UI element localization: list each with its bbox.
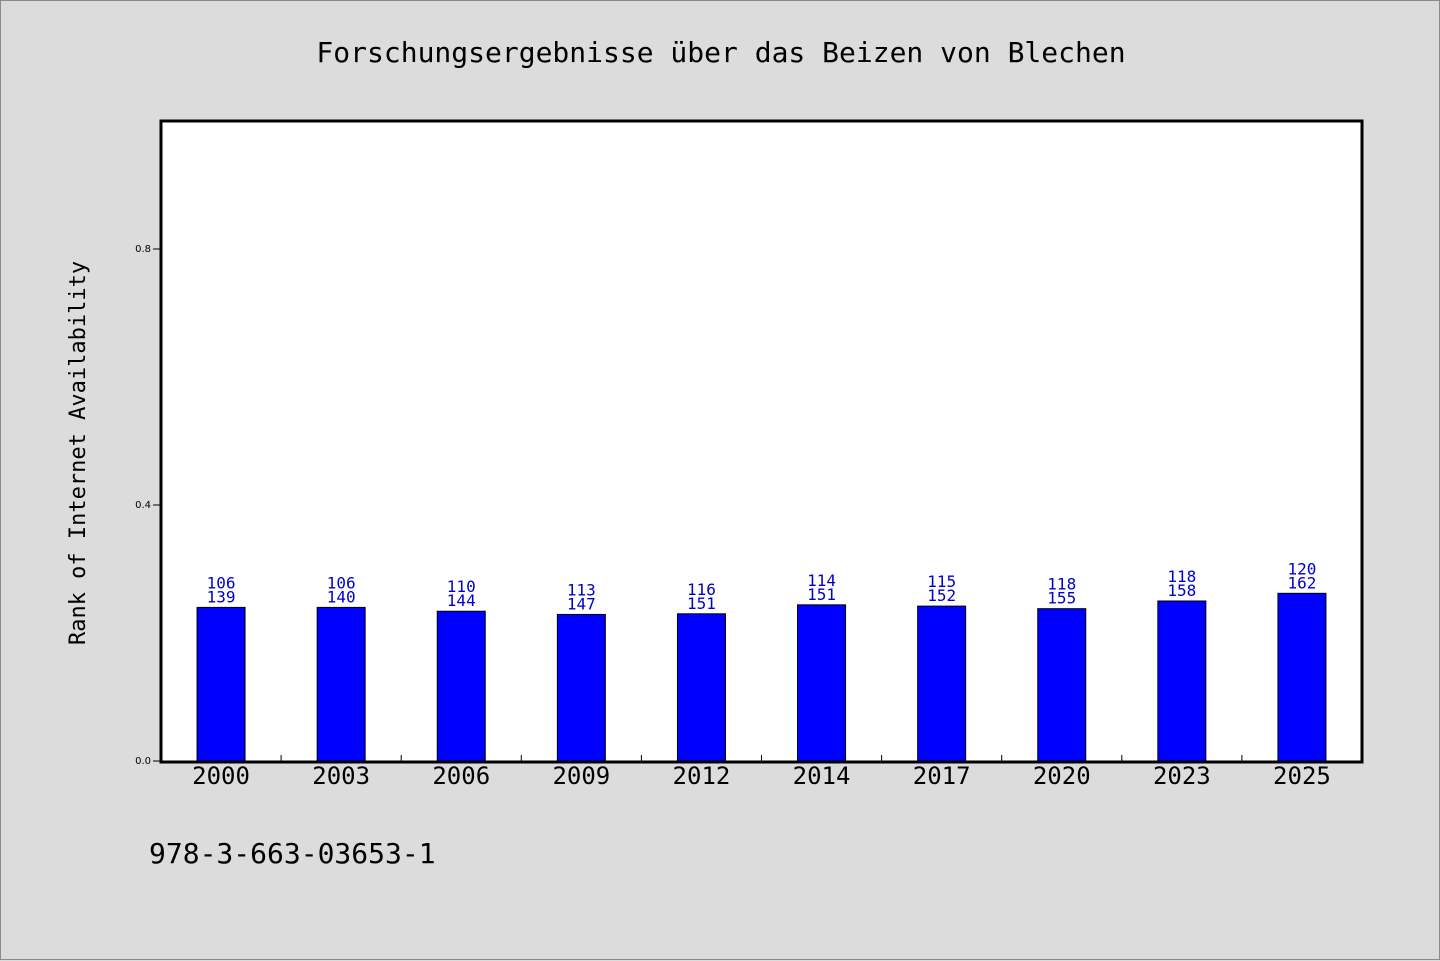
x-tick-label: 2000 (192, 762, 250, 790)
y-axis-label: Rank of Internet Availability (66, 261, 91, 645)
x-tick-label: 2020 (1033, 762, 1091, 790)
bars-group (196, 592, 1327, 762)
data-label-top: 106 (327, 573, 356, 592)
data-label-top: 118 (1167, 567, 1196, 586)
x-tick-label: 2006 (432, 762, 490, 790)
y-axis-ticks: 0.0 0.4 0.8 (135, 244, 161, 767)
x-axis-ticks: 2000 2003 2006 2009 2012 2014 2017 2020 2023 2025 (192, 755, 1331, 790)
data-label-bottom: 158 (1167, 581, 1196, 600)
x-tick-label: 2025 (1273, 762, 1331, 790)
bar-2003 (316, 606, 366, 762)
x-tick-label: 2009 (552, 762, 610, 790)
bar-2000 (196, 606, 246, 762)
x-tick-label: 2017 (913, 762, 971, 790)
bar-2023 (1157, 600, 1207, 762)
data-label-bottom: 152 (927, 586, 956, 605)
data-label-top: 114 (807, 571, 836, 590)
isbn-footnote: 978-3-663-03653-1 (149, 837, 436, 870)
data-label-top: 118 (1047, 575, 1076, 594)
bar-2006 (436, 610, 486, 762)
data-label-top: 113 (567, 580, 596, 599)
data-label-bottom: 144 (447, 591, 476, 610)
data-label-top: 115 (927, 572, 956, 591)
x-tick-label: 2023 (1153, 762, 1211, 790)
x-tick-label: 2014 (793, 762, 851, 790)
data-label-top: 106 (207, 573, 236, 592)
data-label-top: 116 (687, 580, 716, 599)
bar-2025 (1277, 592, 1327, 762)
data-label-bottom: 151 (687, 594, 716, 613)
data-label-top: 110 (447, 577, 476, 596)
data-label-bottom: 162 (1287, 573, 1316, 592)
y-tick-label: 0.8 (135, 244, 151, 255)
chart-title: Forschungsergebnisse über das Beizen von… (316, 36, 1125, 69)
x-tick-label: 2003 (312, 762, 370, 790)
data-label-top: 120 (1287, 559, 1316, 578)
bar-2020 (1037, 608, 1087, 762)
data-label-bottom: 140 (327, 587, 356, 606)
x-tick-label: 2012 (673, 762, 731, 790)
data-label-bottom: 147 (567, 594, 596, 613)
bar-2009 (556, 613, 606, 762)
bar-2014 (797, 604, 847, 762)
data-label-bottom: 151 (807, 585, 836, 604)
y-tick-label: 0.4 (135, 500, 151, 511)
data-label-bottom: 155 (1047, 589, 1076, 608)
bar-2017 (917, 605, 967, 762)
data-label-bottom: 139 (207, 587, 236, 606)
bar-2012 (676, 613, 726, 762)
y-tick-label: 0.0 (135, 756, 151, 767)
